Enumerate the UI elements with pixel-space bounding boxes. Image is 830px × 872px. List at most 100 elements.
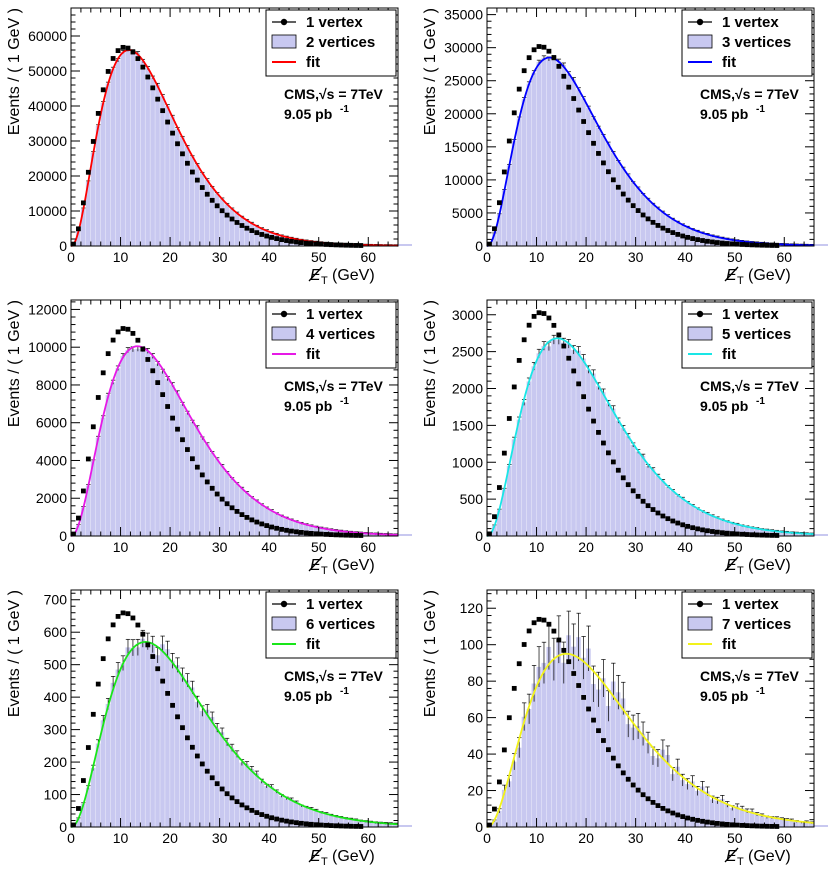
reference-point — [140, 631, 146, 637]
reference-point — [219, 208, 225, 214]
reference-point — [358, 533, 364, 538]
reference-point — [180, 437, 185, 443]
histogram-overflow — [814, 825, 828, 827]
reference-point — [145, 74, 151, 80]
histogram-bar — [219, 198, 225, 246]
y-tick-label: 700 — [44, 592, 68, 608]
histogram-bar — [199, 438, 205, 536]
histogram-bar — [591, 373, 596, 536]
histogram-bar — [764, 817, 770, 827]
histogram-bar — [135, 647, 141, 827]
reference-point — [155, 666, 161, 672]
reference-point — [516, 358, 522, 363]
histogram-bar — [625, 724, 631, 827]
reference-point — [581, 695, 587, 700]
reference-point — [492, 514, 497, 520]
fit-curve — [70, 345, 399, 537]
reference-point — [551, 322, 557, 328]
reference-point — [298, 820, 304, 826]
histogram-bar — [239, 488, 245, 536]
reference-point — [160, 108, 166, 114]
x-tick-label: 10 — [529, 539, 545, 555]
histogram-bar — [739, 525, 745, 536]
histogram-bar — [784, 819, 789, 827]
histogram-bar — [546, 646, 552, 827]
reference-point — [680, 814, 686, 819]
x-tick-label: 0 — [483, 830, 491, 846]
reference-point — [343, 242, 349, 248]
histogram-bar — [115, 368, 121, 536]
reference-point — [714, 821, 720, 826]
histogram-overflow — [814, 244, 828, 246]
reference-point — [269, 524, 275, 530]
histogram-bar — [110, 382, 116, 536]
reference-point — [739, 822, 745, 828]
x-axis-subscript: T — [737, 565, 744, 577]
reference-point — [189, 744, 195, 750]
reference-point — [229, 795, 235, 801]
histogram-bar — [308, 525, 314, 536]
histogram-bar — [630, 182, 636, 246]
reference-point — [105, 636, 111, 642]
histogram-bar — [705, 791, 710, 827]
histogram-bar — [610, 408, 616, 536]
cms-label: CMS,√s = 7TeV — [284, 668, 384, 684]
x-axis-subscript: T — [321, 275, 328, 287]
y-tick-label: 12000 — [28, 301, 67, 317]
slash-mark — [308, 556, 323, 572]
reference-point — [259, 812, 265, 817]
histogram-overflow — [398, 825, 412, 827]
reference-point — [764, 532, 770, 538]
reference-point — [185, 735, 190, 741]
reference-point — [294, 820, 299, 826]
histogram-overflow — [398, 534, 412, 536]
histogram-bar — [491, 233, 497, 246]
histogram-bar — [596, 689, 601, 827]
reference-point — [244, 805, 250, 811]
reference-point — [566, 355, 572, 361]
reference-point — [100, 656, 106, 662]
histogram-bar — [789, 819, 794, 827]
histogram — [71, 348, 412, 536]
legend: 1 vertex 7 vertices fit — [681, 591, 813, 659]
histogram-bar — [566, 343, 571, 536]
x-tick-label: 10 — [113, 830, 129, 846]
histogram-bar — [665, 486, 670, 536]
reference-point — [764, 823, 770, 829]
reference-point — [536, 616, 542, 622]
luminosity-exponent: -1 — [340, 104, 349, 115]
reference-point — [630, 203, 636, 209]
reference-point — [294, 529, 299, 535]
reference-point — [333, 532, 339, 538]
reference-point — [546, 621, 552, 627]
legend-marker-point — [280, 310, 288, 318]
reference-point — [204, 479, 210, 485]
y-tick-label: 4000 — [36, 452, 67, 468]
histogram-bar — [204, 709, 210, 827]
reference-point — [353, 532, 359, 538]
y-tick-label: 0 — [475, 819, 483, 835]
reference-point — [264, 233, 270, 239]
histogram-bar — [516, 419, 522, 536]
reference-point — [120, 326, 126, 331]
reference-point — [759, 823, 765, 829]
x-axis-symbol: E — [310, 267, 321, 284]
y-axis-title: Events / ( 1 GeV ) — [6, 590, 23, 717]
reference-point — [318, 531, 324, 537]
reference-point — [551, 628, 557, 634]
reference-point — [541, 311, 547, 316]
histogram-bar — [615, 161, 621, 246]
y-axis-title: Events / ( 1 GeV ) — [422, 8, 439, 135]
reference-point — [640, 212, 646, 218]
histogram-bar — [120, 52, 126, 247]
reference-point — [294, 239, 299, 245]
x-tick-label: 50 — [311, 830, 327, 846]
reference-point — [165, 404, 171, 409]
reference-point — [601, 160, 606, 166]
histogram-bar — [625, 174, 631, 246]
histogram-bar — [308, 808, 314, 827]
reference-point — [591, 418, 596, 424]
histogram-bar — [511, 439, 517, 536]
histogram-bar — [189, 687, 195, 827]
reference-point — [690, 816, 696, 822]
